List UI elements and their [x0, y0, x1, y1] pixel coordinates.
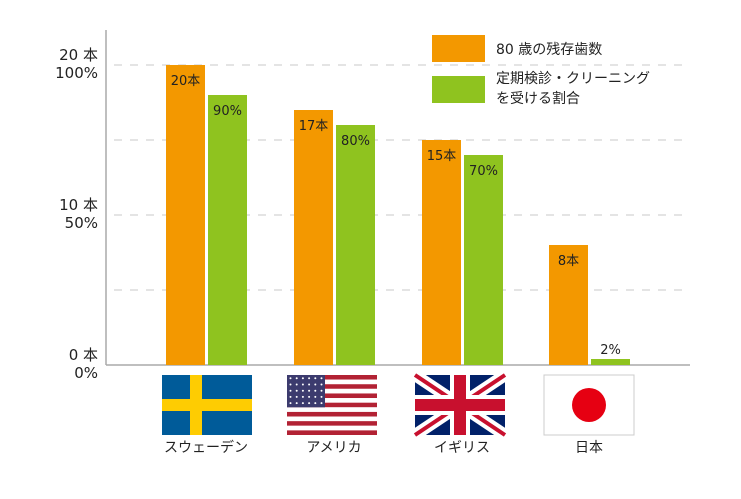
bar-value-label: 8本 [558, 254, 579, 269]
legend-label-teeth: 80 歳の残存歯数 [496, 42, 602, 58]
category-label: スウェーデン [164, 439, 248, 456]
legend-label-checkup: を受ける割合 [496, 90, 580, 107]
bar-teeth [422, 140, 461, 365]
category-label: 日本 [575, 440, 603, 456]
legend-swatch-checkup [432, 76, 485, 103]
bar-value-label: 80% [341, 134, 370, 149]
bar-value-label: 70% [469, 164, 498, 179]
bar-value-label: 2% [600, 343, 621, 358]
legend-label-checkup: 定期検診・クリーニング [496, 71, 650, 87]
y-tick-label: 50% [65, 214, 98, 232]
category-label: アメリカ [306, 440, 361, 456]
bar-value-label: 17本 [299, 119, 329, 134]
sweden-flag-icon [162, 375, 252, 435]
bar-teeth [549, 245, 588, 365]
y-tick-label: 0% [74, 364, 98, 382]
usa-flag-icon [287, 375, 377, 435]
bar-checkup [336, 125, 375, 365]
y-tick-label: 0 本 [69, 346, 98, 364]
y-tick-label: 10 本 [59, 196, 98, 214]
y-tick-label: 20 本 [59, 46, 98, 64]
category-label: イギリス [434, 440, 490, 456]
bar-value-label: 90% [213, 104, 242, 119]
y-tick-label: 100% [55, 64, 98, 82]
legend-swatch-teeth [432, 35, 485, 62]
bar-value-label: 20本 [171, 74, 201, 89]
bar-teeth [294, 110, 333, 365]
bar-checkup [591, 359, 630, 365]
bar-teeth [166, 65, 205, 365]
bar-value-label: 15本 [427, 149, 457, 164]
uk-flag-icon [411, 370, 509, 440]
bar-checkup [208, 95, 247, 365]
bar-checkup [464, 155, 503, 365]
japan-flag-icon [543, 374, 635, 436]
